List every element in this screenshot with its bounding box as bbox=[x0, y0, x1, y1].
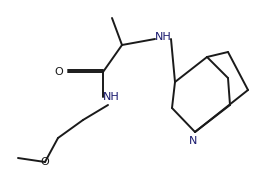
Text: NH: NH bbox=[103, 92, 119, 102]
Text: O: O bbox=[41, 157, 49, 167]
Text: O: O bbox=[54, 67, 63, 77]
Text: N: N bbox=[189, 136, 197, 146]
Text: NH: NH bbox=[155, 32, 171, 42]
